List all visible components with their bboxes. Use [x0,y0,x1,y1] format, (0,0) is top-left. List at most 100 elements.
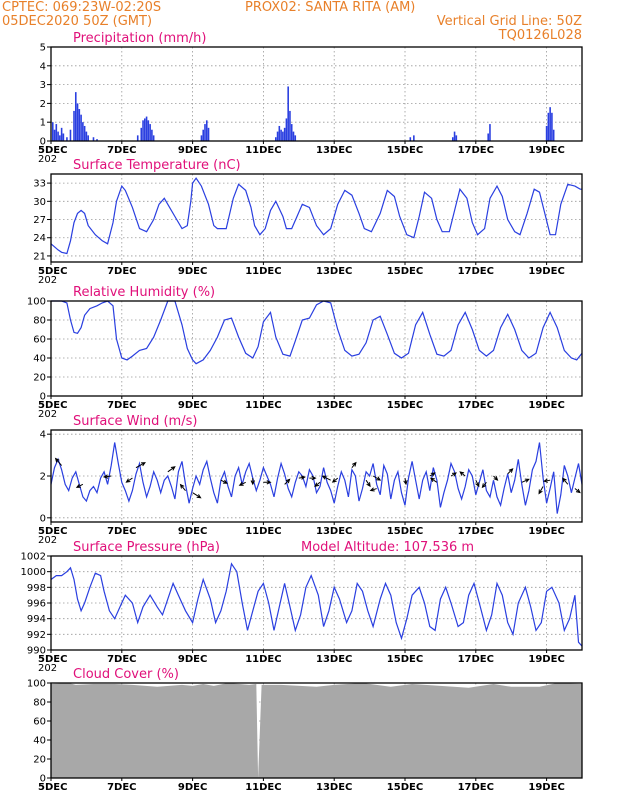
ytick-label: 33 [33,179,46,190]
wind-arrow [450,472,458,477]
precip-bar [549,107,551,141]
xtick-label: 5DEC [38,400,67,411]
xtick-label: 5DEC [38,526,67,537]
precip-bar [87,135,89,141]
xtick-label: 13DEC [316,400,352,411]
precip-bar [276,131,279,141]
precip-bar [73,110,75,141]
header-station: PROX02: SANTA RITA (AM) [245,0,415,15]
ytick-label: 1 [40,118,46,129]
header-grid-note: Vertical Grid Line: 50Z [437,14,582,29]
wind-arrow [220,479,228,484]
xtick-year-label: 202 [38,154,57,165]
wind-arrow [351,461,357,468]
xtick-label: 15DEC [387,526,423,537]
xtick-label: 19DEC [528,400,564,411]
precip-bar [145,116,148,141]
precip-bar [55,124,58,141]
xtick-label: 9DEC [178,400,207,411]
ytick-label: 21 [33,251,46,262]
pres-line [50,562,583,647]
precip-bar [140,127,143,141]
xtick-label: 17DEC [458,654,494,665]
xtick-label: 19DEC [528,526,564,537]
ytick-label: 990 [27,646,46,657]
wind-arrow [562,477,569,485]
precip-bar [287,86,289,141]
xtick-label: 5DEC [38,266,67,277]
precip-bar [85,131,88,141]
panel-frame [50,682,583,779]
precip-bar [205,120,208,141]
wind-arrow [481,481,487,489]
ytick-label: 80 [33,316,46,327]
panel-frame [50,46,583,142]
xtick-label: 17DEC [458,145,494,156]
precip-bar [96,139,98,141]
wind-arrow [369,487,377,492]
precip-bar [289,110,291,141]
ytick-label: 4 [40,61,46,72]
wind-arrow [507,468,514,475]
precip-bar [451,137,454,141]
xtick-label: 7DEC [107,400,136,411]
precip-bar [78,109,81,141]
wind-arrow [238,481,246,486]
xtick-label: 19DEC [528,145,564,156]
precip-bar [51,122,54,141]
precip-bar [278,125,281,141]
xtick-label: 13DEC [316,654,352,665]
xtick-label: 11DEC [245,654,281,665]
xtick-label: 13DEC [316,526,352,537]
model-altitude-label: Model Altitude: 107.536 m [301,540,474,555]
precip-bar [69,129,72,141]
panel-pres: 990 992 994 996 998 1000 1002 5DEC 7DEC 9DEC 11DEC… [21,540,583,674]
precip-bar [142,120,144,141]
wind-arrow [314,481,321,487]
xtick-label: 17DEC [458,782,494,793]
precip-bar [489,124,491,141]
precip-bar [92,137,95,141]
xtick-label: 7DEC [107,654,136,665]
panel-frame [50,555,583,651]
ytick-label: 30 [33,197,46,208]
xtick-year-label: 202 [38,275,57,286]
wind-arrow [372,475,382,481]
ytick-label: 4 [40,430,46,441]
precip-bar [59,135,61,141]
ytick-label: 60 [33,717,46,728]
xtick-label: 15DEC [387,145,423,156]
precip-bar [152,135,155,141]
header-date: 05DEC2020 50Z (GMT) [2,14,152,29]
ytick-label: 0 [40,137,46,148]
wind-arrow [429,477,438,483]
panel-rh: 0 20 40 60 80 100 5DEC 7DEC 9DEC 11DEC 13DEC 15DEC 1… [27,285,583,420]
panels: 0 1 2 3 4 5 5DEC 7DEC 9DEC 11DEC 13DEC 15DEC 17DEC 19… [21,31,583,793]
precip-bar [455,135,458,141]
precip-bar [207,127,210,141]
temp-title: Surface Temperature (nC) [73,158,241,173]
header-model-code: TQ0126L028 [498,28,582,43]
precip-bar [294,135,297,141]
precip-bar [552,129,555,141]
ytick-label: 2 [40,99,46,110]
ytick-label: 60 [33,335,46,346]
precip-bar [62,133,65,141]
wind-arrow [192,492,202,499]
ytick-label: 40 [33,354,46,365]
xtick-label: 15DEC [387,400,423,411]
wind-arrow [263,480,272,485]
cloud-area [51,683,582,778]
precip-bar [82,122,84,141]
precip-bar [144,118,146,141]
panel-precip: 0 1 2 3 4 5 5DEC 7DEC 9DEC 11DEC 13DEC 15DEC 17DEC 19… [38,31,583,165]
xtick-label: 15DEC [387,654,423,665]
ytick-label: 996 [27,599,46,610]
panel-cloud: 0 20 40 60 80 100 5DEC 7DEC 9DEC 11DEC 13DEC 15DEC 1… [27,667,583,793]
precip-bar [80,114,82,141]
xtick-label: 5DEC [38,145,67,156]
wind-arrow [493,475,499,481]
precip-bar [202,129,205,141]
ytick-label: 24 [33,233,46,244]
